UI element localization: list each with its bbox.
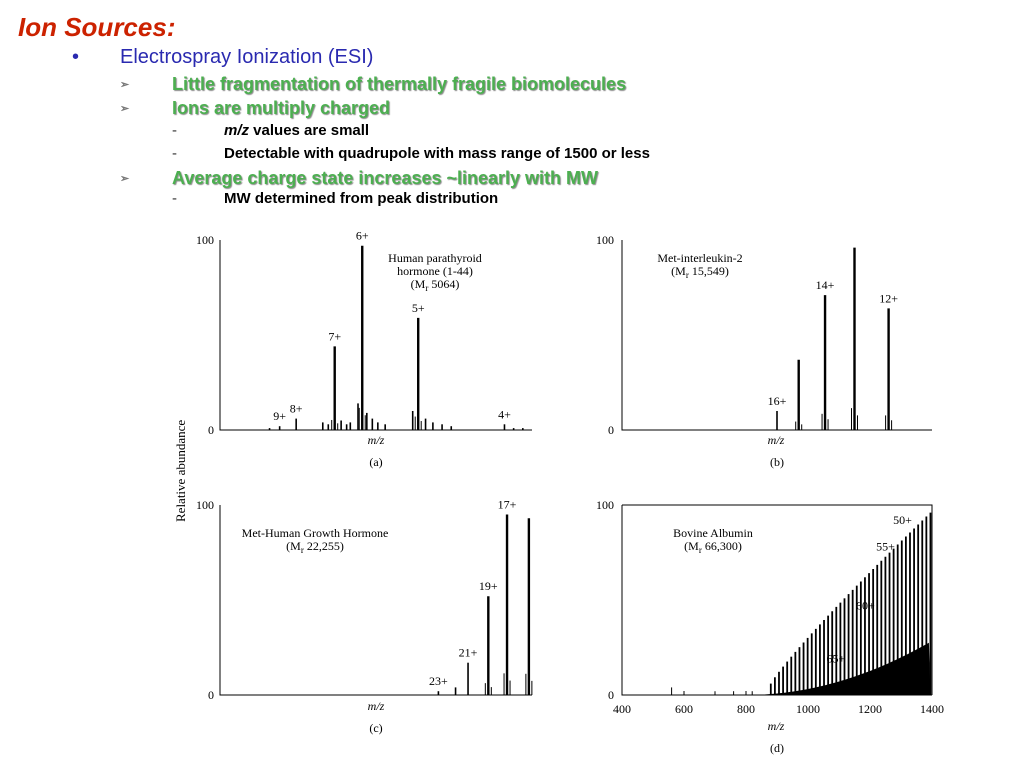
peak-label: 14+ (816, 278, 835, 292)
peak-label: 50+ (893, 513, 912, 527)
panel-label: (d) (770, 741, 784, 755)
bullet-fragmentation: ➢ Little fragmentation of thermally fragi… (120, 74, 626, 95)
peak-label: 4+ (498, 407, 511, 421)
y-axis-label: Relative abundance (173, 420, 188, 522)
chart-title: hormone (1-44) (397, 264, 473, 278)
chart-mr: (Mr 15,549) (671, 264, 729, 280)
arrow-bullet-icon: ➢ (120, 79, 130, 91)
bullet-multiply-charged: ➢ Ions are multiply charged (120, 98, 390, 119)
dash-bullet-icon: - (172, 122, 177, 139)
x-axis-label: m/z (768, 433, 785, 447)
chart-mr: (Mr 22,255) (286, 539, 344, 555)
x-axis-label: m/z (768, 719, 785, 733)
peak-label: 17+ (498, 498, 517, 512)
peak-label: 23+ (429, 674, 448, 688)
sub-bullet-quadrupole-text: Detectable with quadrupole with mass ran… (224, 145, 650, 162)
axis-frame-top (622, 504, 933, 695)
peak-label: 55+ (876, 540, 895, 554)
panel-b-chart: 100 0 Met-interleukin-2(Mr 15,549) m/z (b) 16… (596, 233, 932, 469)
sub-bullet-mw: - MW determined from peak distribution (172, 190, 498, 207)
peak-label: 16+ (768, 394, 787, 408)
mz-emphasis: m/z (224, 122, 250, 139)
peak-label: 60+ (856, 599, 875, 613)
x-tick-label: 1200 (858, 702, 882, 716)
bullet-esi: • Electrospray Ionization (ESI) (72, 46, 373, 69)
panel-label: (a) (369, 455, 382, 469)
peak-label: 8+ (290, 402, 303, 416)
bullet-fragmentation-text: Little fragmentation of thermally fragil… (172, 74, 627, 94)
sub-bullet-quadrupole: - Detectable with quadrupole with mass ra… (172, 145, 650, 162)
x-tick-label: 1000 (796, 702, 820, 716)
peak-label: 6+ (356, 229, 369, 243)
y-tick-label: 0 (208, 423, 214, 437)
panel-c-chart: 100 0 Met-Human Growth Hormone(Mr 22,255) m… (196, 498, 533, 735)
axis-frame (219, 240, 532, 431)
slide-title: Ion Sources: (18, 12, 176, 42)
peak-label: 7+ (328, 329, 341, 343)
x-tick-label: 400 (613, 702, 631, 716)
baseline-envelope (746, 642, 931, 695)
dash-bullet-icon: - (172, 145, 177, 162)
peak-label: 12+ (879, 291, 898, 305)
dash-bullet-icon: - (172, 190, 177, 207)
y-tick-label: 100 (196, 498, 214, 512)
axis-frame (219, 505, 532, 696)
chart-title: Met-Human Growth Hormone (242, 526, 389, 540)
peak-label: 65+ (827, 652, 846, 666)
x-axis-label: m/z (368, 433, 385, 447)
bullet-multiply-charged-text: Ions are multiply charged (172, 98, 391, 118)
sub-bullet-mw-text: MW determined from peak distribution (224, 190, 499, 207)
y-tick-label: 100 (596, 498, 614, 512)
sub-bullet-mz-small-text: values are small (249, 122, 370, 139)
peak-label: 9+ (273, 409, 286, 423)
panel-label: (c) (369, 721, 382, 735)
bullet-dot-icon: • (72, 46, 80, 68)
panel-label: (b) (770, 455, 784, 469)
axis-frame (621, 240, 932, 431)
arrow-bullet-icon: ➢ (120, 173, 130, 185)
x-tick-label: 1400 (920, 702, 944, 716)
peak-label: 19+ (479, 579, 498, 593)
bullet-esi-text: Electrospray Ionization (ESI) (120, 46, 374, 68)
chart-mr: (Mr 5064) (411, 277, 460, 293)
y-tick-label: 100 (196, 233, 214, 247)
bullet-charge-state: ➢ Average charge state increases ~linearl… (120, 168, 598, 189)
chart-title: Met-interleukin-2 (657, 251, 742, 265)
peak-label: 21+ (459, 646, 478, 660)
y-tick-label: 0 (208, 688, 214, 702)
chart-title: Bovine Albumin (673, 526, 753, 540)
y-tick-label: 0 (608, 688, 614, 702)
bullet-charge-state-text: Average charge state increases ~linearly… (172, 168, 599, 188)
chart-title: Human parathyroid (388, 251, 482, 265)
arrow-bullet-icon: ➢ (120, 103, 130, 115)
chart-mr: (Mr 66,300) (684, 539, 742, 555)
y-tick-label: 0 (608, 423, 614, 437)
x-tick-label: 600 (675, 702, 693, 716)
sub-bullet-mz-small: - m/z values are small (172, 122, 369, 139)
y-tick-label: 100 (596, 233, 614, 247)
peak-label: 5+ (412, 301, 425, 315)
x-axis-label: m/z (368, 699, 385, 713)
x-tick-label: 800 (737, 702, 755, 716)
